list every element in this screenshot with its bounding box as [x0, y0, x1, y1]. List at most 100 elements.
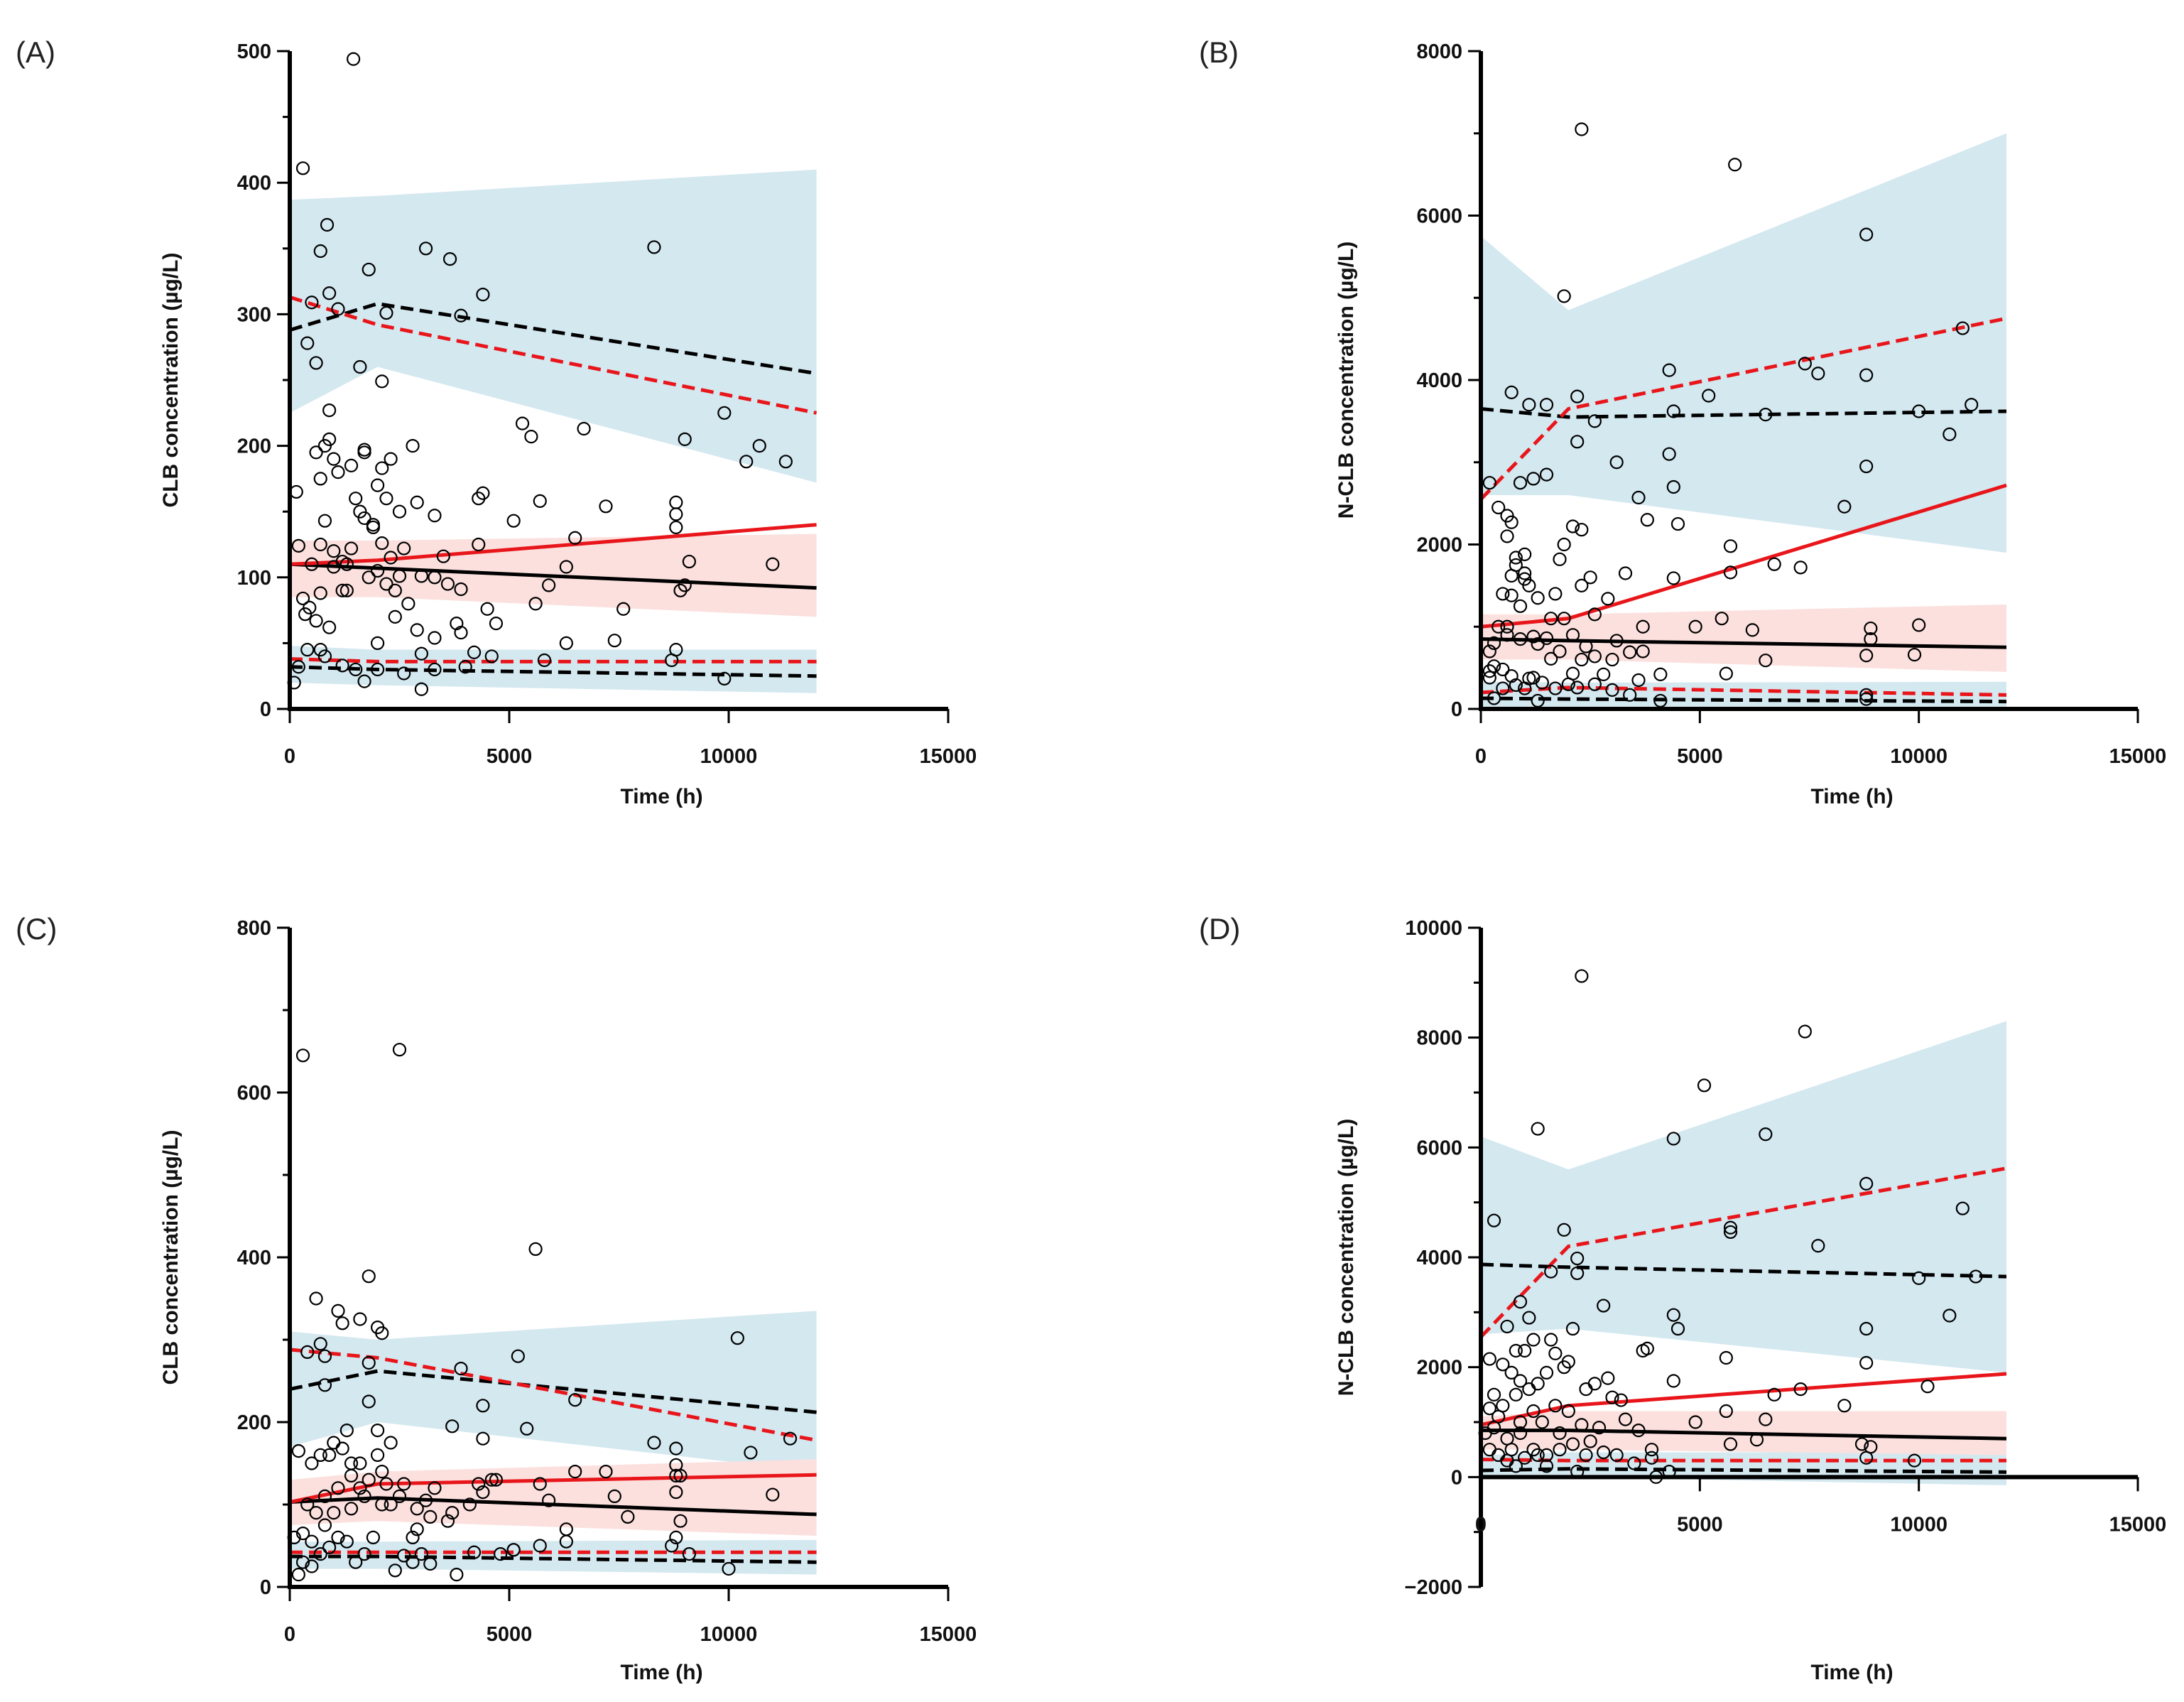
data-point — [1487, 1387, 1501, 1402]
predicted-5th-percentile-line — [290, 1554, 817, 1564]
data-point — [357, 674, 371, 688]
y-axis-title: N-CLB concentration (µg/L) — [1335, 242, 1358, 519]
x-axis-title: Time (h) — [1810, 785, 1893, 808]
observed-median-line — [289, 523, 817, 566]
data-point — [1666, 1374, 1680, 1388]
data-point — [327, 1506, 341, 1520]
data-point — [533, 1539, 547, 1553]
data-point — [410, 623, 424, 637]
data-point — [1666, 571, 1680, 585]
data-point — [778, 455, 793, 469]
data-point — [1943, 1308, 1957, 1323]
data-point — [1859, 459, 1874, 474]
data-point — [1482, 671, 1496, 685]
data-point — [1544, 1333, 1558, 1347]
data-point — [1793, 560, 1808, 575]
data-point — [1859, 1321, 1874, 1336]
data-point — [317, 1378, 332, 1392]
data-point — [1666, 404, 1680, 418]
data-point — [362, 570, 376, 585]
observed-5th-percentile-line — [1480, 685, 2007, 697]
data-point — [445, 1506, 460, 1520]
data-point — [322, 1540, 337, 1554]
data-point — [669, 495, 683, 509]
data-point — [1575, 1418, 1589, 1432]
y-axis-title: CLB concentration (µg/L) — [159, 253, 183, 508]
data-point — [1955, 321, 1970, 335]
y-tick-label: 6000 — [1416, 205, 1462, 228]
data-point — [1509, 1387, 1523, 1402]
data-point — [1553, 1426, 1567, 1441]
data-point — [730, 1331, 744, 1345]
data-point — [533, 494, 547, 508]
observed-95th-percentile-line — [289, 295, 817, 415]
data-point — [454, 582, 468, 597]
data-point — [289, 484, 303, 499]
data-point — [1557, 537, 1571, 552]
data-point — [1513, 1295, 1528, 1309]
data-point — [335, 1316, 349, 1330]
data-point — [313, 586, 327, 600]
data-point — [1837, 499, 1852, 514]
data-point — [1592, 1421, 1607, 1435]
data-point — [1859, 649, 1874, 663]
data-point — [1496, 587, 1510, 601]
data-point — [1688, 619, 1702, 634]
data-point — [647, 240, 661, 254]
y-tick-label: 200 — [237, 1411, 271, 1434]
data-point — [1601, 592, 1615, 606]
data-point — [669, 1530, 683, 1544]
x-tick-label: 5000 — [487, 745, 533, 768]
data-point — [322, 1448, 337, 1462]
data-point — [370, 636, 385, 651]
data-point — [1601, 1371, 1615, 1385]
data-point — [1605, 1390, 1619, 1404]
data-point — [414, 1547, 429, 1561]
data-point — [568, 1465, 582, 1479]
data-point — [1513, 632, 1528, 646]
observed-95th-percentile-line — [1479, 1166, 2007, 1338]
data-point — [472, 492, 486, 506]
data-point — [1553, 644, 1567, 658]
data-point — [331, 1303, 345, 1318]
data-point — [1509, 678, 1523, 693]
data-point — [406, 1555, 420, 1569]
x-tick-label: 10000 — [700, 1623, 758, 1646]
data-point — [349, 492, 363, 506]
data-point — [1487, 636, 1501, 651]
data-point — [339, 1423, 354, 1438]
data-point — [344, 458, 359, 472]
data-point — [1575, 969, 1589, 983]
data-point — [1482, 1402, 1496, 1416]
data-point — [744, 1446, 758, 1460]
data-point — [309, 356, 323, 370]
data-point — [1535, 1415, 1549, 1429]
data-point — [392, 569, 407, 583]
data-point — [322, 620, 337, 634]
panel-label: (D) — [1199, 912, 1240, 945]
y-tick-label: 300 — [237, 303, 271, 326]
data-point — [379, 1477, 393, 1491]
data-point — [568, 531, 582, 545]
data-point — [1504, 1365, 1519, 1380]
x-tick-label: 10000 — [700, 745, 758, 768]
y-tick-label: 600 — [237, 1082, 271, 1105]
y-tick-label: 2000 — [1416, 534, 1462, 557]
data-point — [1912, 404, 1926, 418]
data-point — [669, 1485, 683, 1500]
data-point — [494, 1547, 508, 1561]
data-point — [414, 569, 429, 583]
data-point — [392, 1043, 407, 1057]
data-point — [1504, 588, 1519, 602]
data-point — [1697, 1078, 1712, 1093]
data-point — [300, 1497, 315, 1512]
data-point — [1759, 654, 1773, 668]
data-point — [370, 478, 385, 492]
predicted-median-line — [1481, 1429, 2007, 1441]
data-point — [1597, 1445, 1611, 1460]
data-point — [511, 1349, 525, 1363]
data-point — [1575, 578, 1589, 592]
data-point — [1811, 1239, 1825, 1253]
data-point — [1513, 1415, 1528, 1429]
y-tick-label: 8000 — [1416, 1027, 1462, 1050]
